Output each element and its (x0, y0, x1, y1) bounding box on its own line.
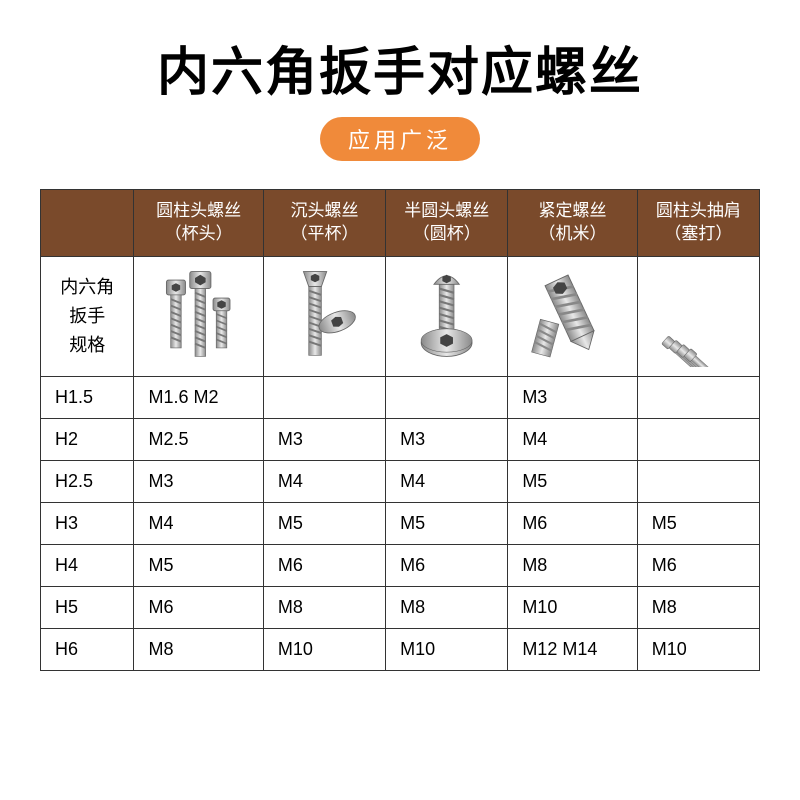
data-cell: M8 (508, 544, 637, 586)
data-cell: M6 (134, 586, 263, 628)
col-header: 半圆头螺丝 （圆杯） (386, 190, 508, 257)
col-header: 圆柱头抽肩 （塞打） (637, 190, 759, 257)
data-cell: M10 (637, 628, 759, 670)
data-cell: M8 (637, 586, 759, 628)
data-cell (637, 460, 759, 502)
data-cell (263, 376, 385, 418)
data-cell: M5 (134, 544, 263, 586)
data-cell: M5 (508, 460, 637, 502)
table-row: H5 M6 M8 M8 M10 M8 (41, 586, 760, 628)
col-header-line1: 圆柱头螺丝 (156, 201, 241, 220)
screw-image-cell (263, 256, 385, 376)
data-cell (637, 418, 759, 460)
screw-image-cell (386, 256, 508, 376)
spec-cell: H1.5 (41, 376, 134, 418)
table-row: H3 M4 M5 M5 M6 M5 (41, 502, 760, 544)
col-header: 圆柱头螺丝 （杯头） (134, 190, 263, 257)
data-body: H1.5 M1.6 M2 M3 H2 M2.5 M3 M3 M4 H2.5 M3… (41, 376, 760, 670)
socket-head-screw-icon (138, 261, 258, 367)
col-header-line2: （塞打） (664, 224, 732, 243)
data-cell (637, 376, 759, 418)
data-cell: M2.5 (134, 418, 263, 460)
data-cell: M1.6 M2 (134, 376, 263, 418)
image-row: 内六角扳手规格 (41, 256, 760, 376)
data-cell: M4 (134, 502, 263, 544)
spec-cell: H4 (41, 544, 134, 586)
spec-cell: H5 (41, 586, 134, 628)
header-corner (41, 190, 134, 257)
row-header-label: 内六角扳手规格 (41, 256, 134, 376)
col-header: 紧定螺丝 （机米） (508, 190, 637, 257)
data-cell: M6 (263, 544, 385, 586)
data-cell: M12 M14 (508, 628, 637, 670)
col-header-line2: （杯头） (165, 224, 233, 243)
page-title: 内六角扳手对应螺丝 (40, 30, 760, 105)
data-cell: M3 (508, 376, 637, 418)
col-header-line1: 沉头螺丝 (290, 201, 358, 220)
subtitle-wrap: 应用广泛 (40, 117, 760, 161)
col-header-line1: 圆柱头抽肩 (656, 201, 741, 220)
data-cell: M5 (386, 502, 508, 544)
subtitle-badge: 应用广泛 (320, 117, 480, 161)
header-row: 圆柱头螺丝 （杯头） 沉头螺丝 （平杯） 半圆头螺丝 （圆杯） 紧定螺丝 （机米… (41, 190, 760, 257)
data-cell: M10 (508, 586, 637, 628)
col-header-line2: （平杯） (290, 224, 358, 243)
data-cell (386, 376, 508, 418)
table-row: H6 M8 M10 M10 M12 M14 M10 (41, 628, 760, 670)
screw-image-cell (134, 256, 263, 376)
screw-image-cell (637, 256, 759, 376)
data-cell: M3 (263, 418, 385, 460)
data-cell: M10 (386, 628, 508, 670)
data-cell: M5 (637, 502, 759, 544)
data-cell: M8 (386, 586, 508, 628)
spec-cell: H6 (41, 628, 134, 670)
data-cell: M4 (386, 460, 508, 502)
shoulder-screw-icon (642, 261, 755, 367)
page-container: 内六角扳手对应螺丝 应用广泛 圆柱头螺丝 （杯头） 沉头螺丝 （平杯） 半圆头螺… (0, 0, 800, 671)
data-cell: M4 (263, 460, 385, 502)
col-header-line2: （机米） (539, 224, 607, 243)
table-row: H1.5 M1.6 M2 M3 (41, 376, 760, 418)
data-cell: M10 (263, 628, 385, 670)
spec-table: 圆柱头螺丝 （杯头） 沉头螺丝 （平杯） 半圆头螺丝 （圆杯） 紧定螺丝 （机米… (40, 189, 760, 671)
spec-cell: H2.5 (41, 460, 134, 502)
col-header-line2: （圆杯） (413, 224, 481, 243)
data-cell: M6 (508, 502, 637, 544)
data-cell: M5 (263, 502, 385, 544)
spec-cell: H3 (41, 502, 134, 544)
data-cell: M8 (263, 586, 385, 628)
data-cell: M4 (508, 418, 637, 460)
spec-cell: H2 (41, 418, 134, 460)
button-head-screw-icon (390, 261, 503, 367)
data-cell: M6 (386, 544, 508, 586)
countersunk-screw-icon (268, 261, 381, 367)
table-row: H2 M2.5 M3 M3 M4 (41, 418, 760, 460)
data-cell: M8 (134, 628, 263, 670)
col-header: 沉头螺丝 （平杯） (263, 190, 385, 257)
data-cell: M3 (386, 418, 508, 460)
table-row: H4 M5 M6 M6 M8 M6 (41, 544, 760, 586)
col-header-line1: 半圆头螺丝 (404, 201, 489, 220)
col-header-line1: 紧定螺丝 (539, 201, 607, 220)
data-cell: M3 (134, 460, 263, 502)
data-cell: M6 (637, 544, 759, 586)
table-row: H2.5 M3 M4 M4 M5 (41, 460, 760, 502)
screw-image-cell (508, 256, 637, 376)
set-screw-icon (512, 261, 632, 367)
